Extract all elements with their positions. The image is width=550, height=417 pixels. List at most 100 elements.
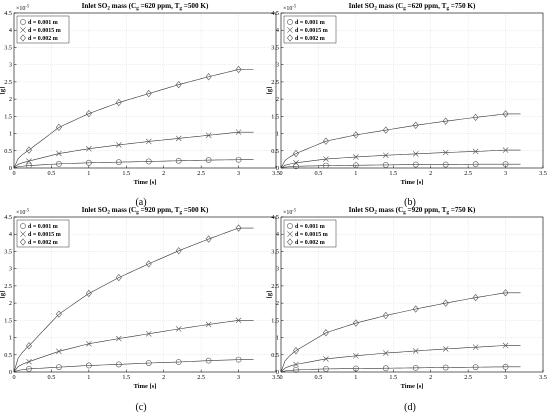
y-tick-label: 2: [9, 96, 12, 103]
title-part: =920 ppm, T: [139, 206, 180, 214]
series-1: [280, 363, 521, 373]
y-tick-label: 0: [276, 165, 279, 172]
circle-marker: [56, 364, 62, 371]
x-marker: [115, 142, 122, 148]
diamond-marker: [322, 329, 329, 337]
title-part: Inlet SO: [349, 2, 375, 10]
x-tick-label: 3.5: [539, 374, 547, 381]
diamond-marker: [205, 73, 212, 81]
panel-caption: (a): [135, 197, 146, 208]
y-exponent-label: ×10-5: [283, 4, 297, 13]
y-tick-label: 3: [9, 266, 12, 273]
circle-marker: [382, 161, 389, 168]
x-tick-label: 1.5: [122, 170, 130, 177]
y-tick-label: 3: [276, 266, 279, 273]
x-tick-label: 1: [87, 170, 90, 177]
x-tick-label: 0: [279, 374, 282, 381]
x-tick-label: 1.5: [389, 374, 397, 381]
diamond-marker: [235, 224, 242, 232]
plot-title: Inlet SO2 mass (Cg =920 ppm, Tg =750 K): [349, 206, 476, 216]
title-part: Inlet SO: [82, 2, 108, 10]
circle-marker: [323, 365, 329, 372]
x-marker: [287, 27, 293, 33]
legend-box: [283, 15, 337, 44]
circle-marker: [287, 223, 293, 229]
x-marker: [293, 361, 299, 368]
title-subscript: g: [403, 7, 406, 12]
diamond-marker: [175, 80, 182, 89]
x-tick-label: 2: [429, 170, 432, 177]
x-marker: [323, 356, 329, 362]
x-marker: [412, 151, 419, 157]
circle-marker: [352, 162, 359, 169]
circle-marker: [293, 163, 299, 170]
legend-entry: d = 0.001 m: [295, 20, 325, 26]
x-marker: [205, 132, 212, 139]
circle-marker: [287, 19, 293, 25]
circle-marker: [323, 162, 329, 169]
x-marker: [412, 348, 419, 354]
x-tick-label: 2: [162, 170, 165, 177]
y-tick-label: 1: [9, 131, 12, 138]
diamond-marker: [115, 98, 122, 107]
circle-marker: [235, 156, 242, 163]
title-part: =500 K): [182, 2, 209, 10]
title-subscript: g: [446, 211, 449, 216]
legend: d = 0.001 m d = 0.0015 m d = 0.002 m: [283, 15, 337, 44]
title-part: mass (C: [110, 206, 136, 214]
circle-marker: [442, 364, 449, 371]
x-tick-label: 3: [237, 374, 240, 381]
y-exponent-power: -5: [292, 208, 296, 213]
plot-title: Inlet SO2 mass (Cg =920 ppm, Tg =500 K): [82, 206, 209, 216]
title-part: =750 K): [449, 206, 476, 214]
circle-marker: [175, 157, 182, 164]
plot-title: Inlet SO2 mass (Cg =620 ppm, Tg =500 K): [82, 2, 209, 12]
title-part: mass (C: [110, 2, 136, 10]
x-marker: [26, 158, 32, 164]
x-tick-label: 3: [504, 374, 507, 381]
diamond-marker: [382, 126, 389, 134]
circle-marker: [502, 161, 509, 168]
series-3: [280, 289, 521, 373]
x-tick-label: 0: [279, 170, 282, 177]
series-line: [13, 69, 254, 169]
y-exponent-power: -5: [25, 4, 29, 9]
circle-marker: [26, 365, 32, 372]
y-tick-label: 1: [9, 335, 12, 342]
circle-marker: [205, 357, 212, 364]
title-subscript: g: [136, 7, 139, 12]
y-tick-label: 0: [276, 369, 279, 376]
diamond-marker: [442, 117, 449, 125]
x-marker: [472, 148, 479, 155]
y-tick-label: 2.5: [271, 283, 279, 290]
legend-entry: d = 0.001 m: [28, 20, 58, 26]
x-axis-label: Time [s]: [401, 383, 424, 390]
title-part: mass (C: [377, 2, 403, 10]
x-marker: [235, 129, 242, 135]
circle-marker: [412, 364, 419, 371]
series-1: [280, 161, 521, 170]
y-tick-label: 1.5: [271, 113, 279, 120]
x-tick-label: 0: [12, 170, 15, 177]
y-tick-label: 1: [276, 131, 279, 138]
plot-title: Inlet SO2 mass (Cg =620 ppm, Tg =750 K): [349, 2, 476, 12]
x-tick-label: 0.5: [315, 170, 323, 177]
circle-marker: [205, 157, 212, 163]
y-exponent-label: ×10-5: [16, 208, 30, 217]
title-subscript: g: [136, 211, 139, 216]
diamond-marker: [25, 342, 32, 350]
x-marker: [382, 350, 389, 356]
y-tick-label: 3.5: [4, 44, 12, 51]
series-line: [280, 345, 521, 373]
x-marker: [26, 358, 32, 365]
diamond-marker: [287, 34, 293, 42]
title-subscript: 2: [374, 7, 377, 12]
title-part: =620 ppm, T: [406, 2, 447, 10]
circle-marker: [235, 356, 242, 363]
circle-marker: [352, 365, 359, 372]
y-tick-label: 4: [9, 231, 12, 238]
y-tick-label: 2.5: [4, 79, 12, 86]
circle-marker: [472, 161, 479, 168]
x-tick-label: 3.5: [539, 170, 547, 177]
x-marker: [175, 326, 182, 332]
